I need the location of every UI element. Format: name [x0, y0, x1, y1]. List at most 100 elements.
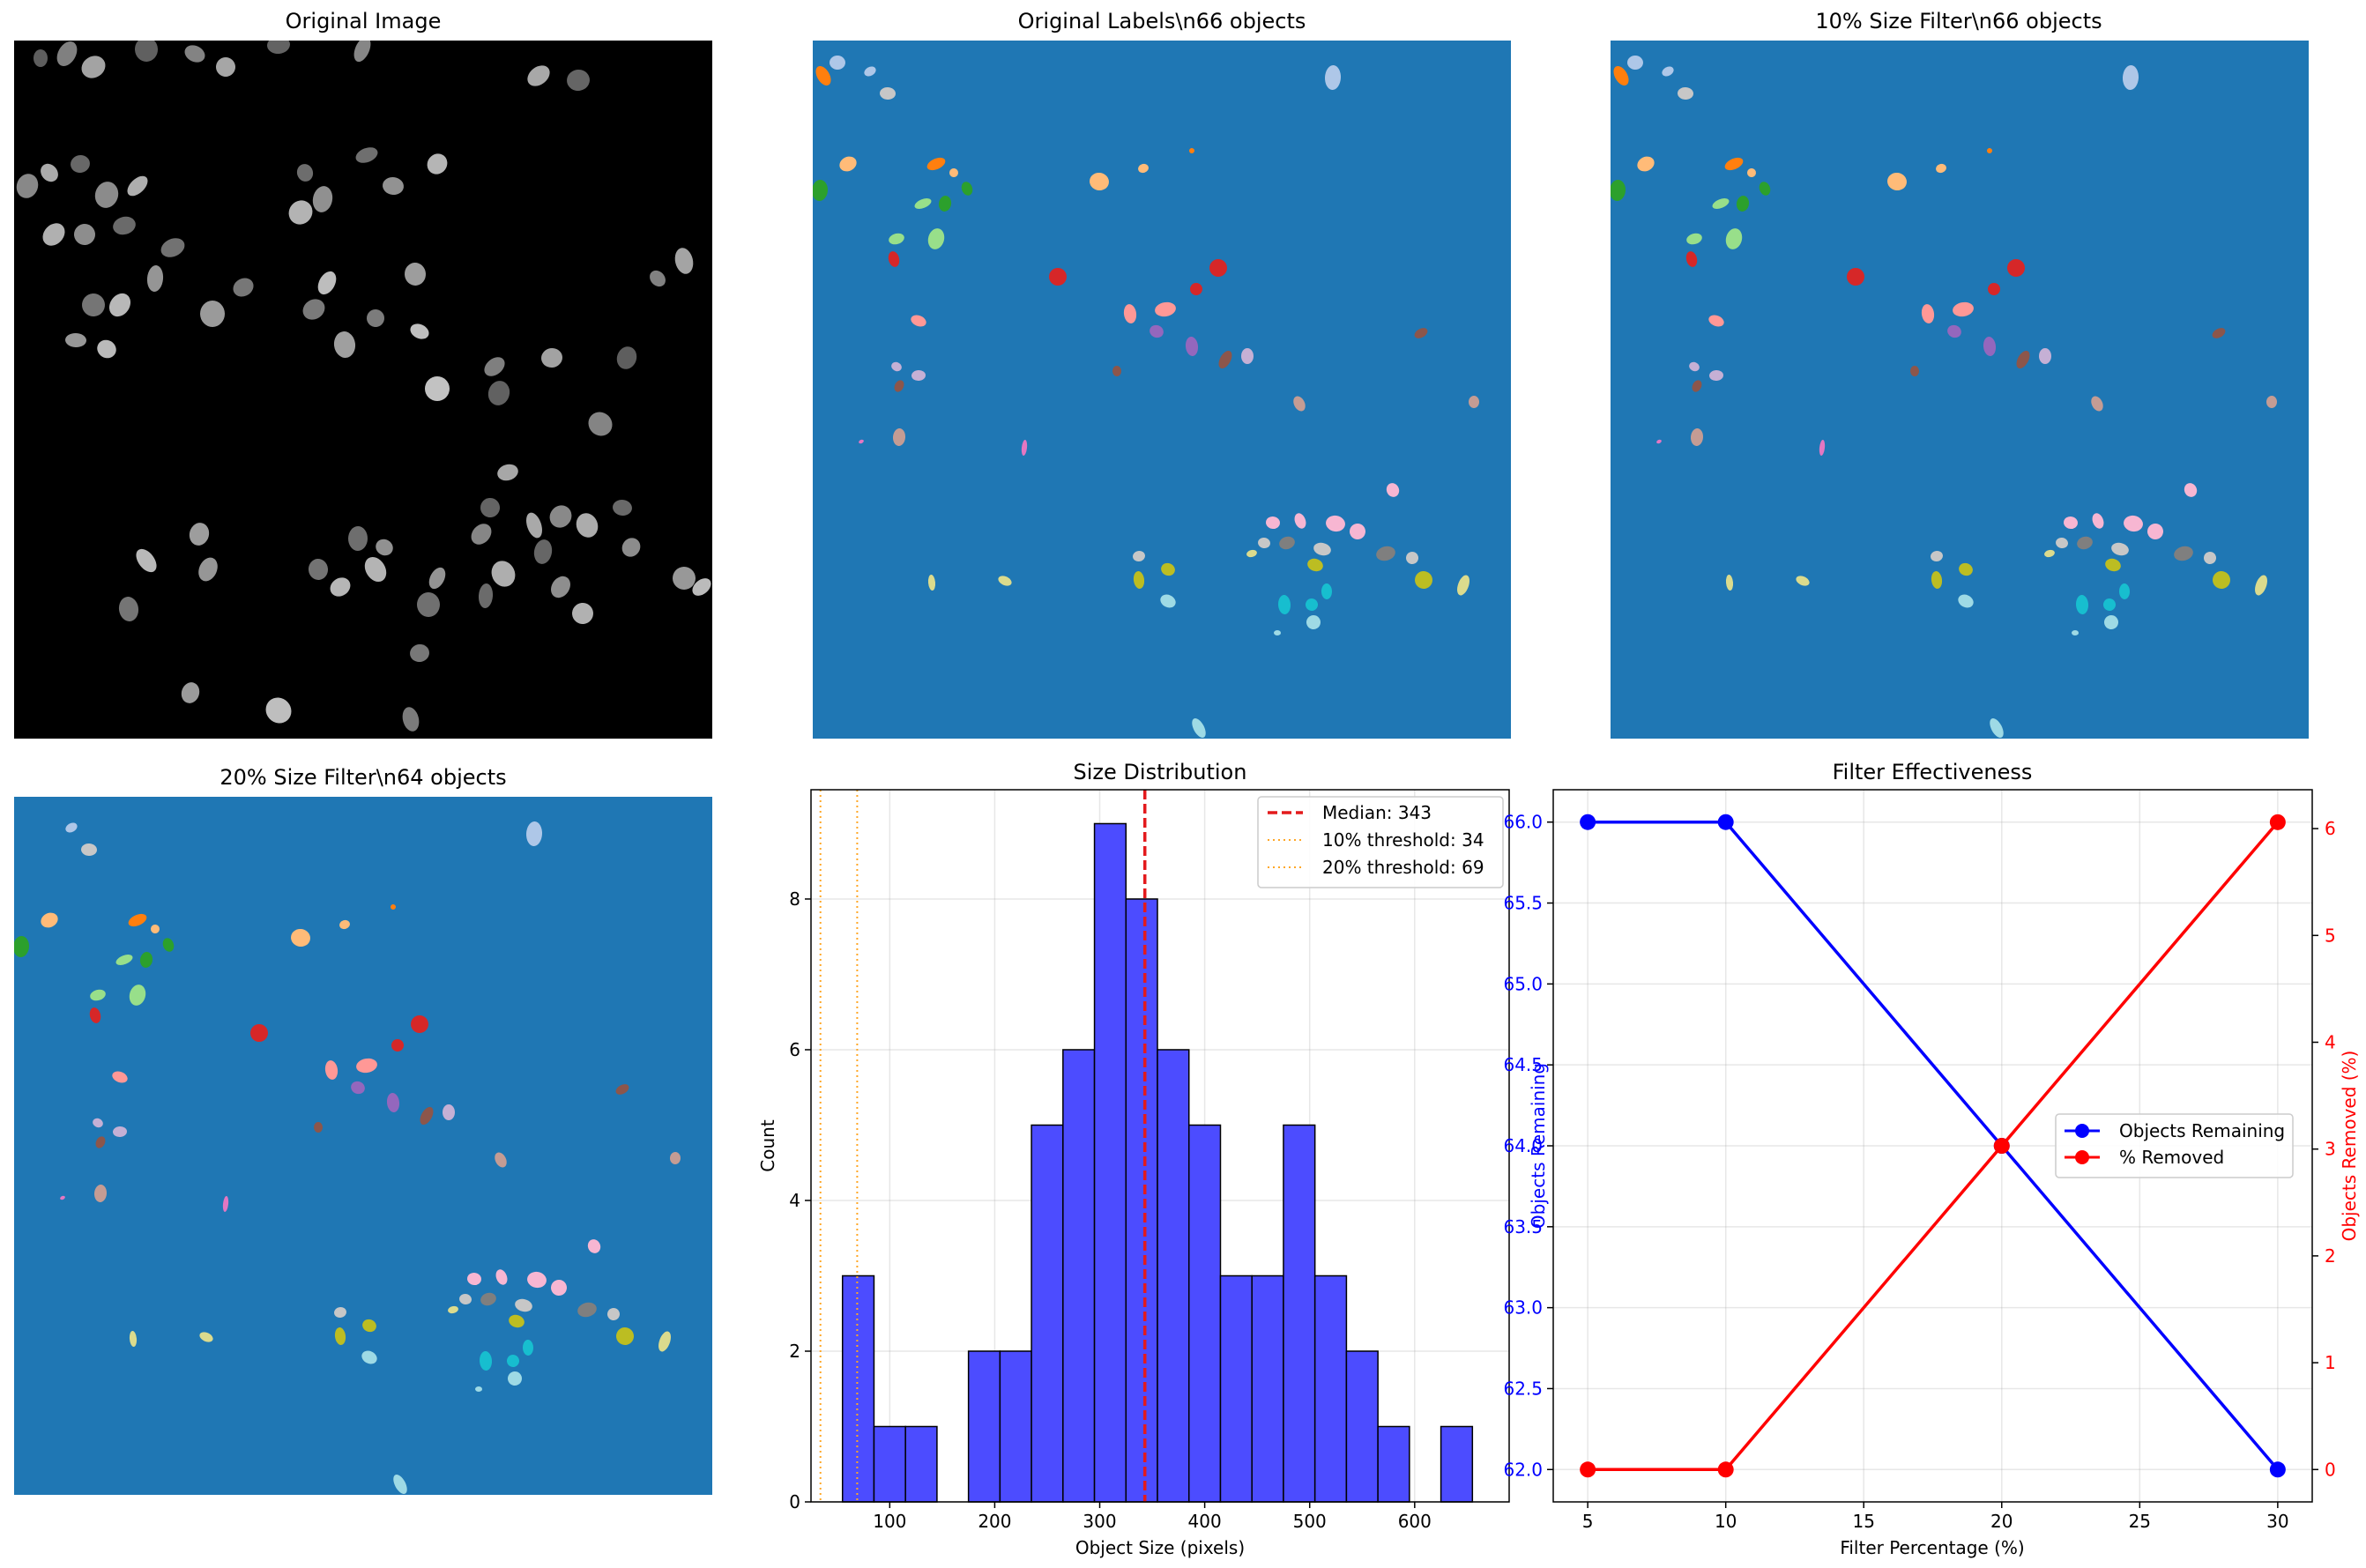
legend-10-label: 10% threshold: 34: [1322, 829, 1484, 851]
nucleus: [613, 499, 632, 516]
label-blob: [411, 1015, 428, 1033]
nucleus: [364, 556, 387, 583]
label-blob: [1909, 366, 1920, 376]
label-blob: [1161, 562, 1175, 576]
label-blob: [2075, 595, 2089, 614]
label-blob: [1190, 283, 1202, 295]
label-blob: [1324, 65, 1342, 90]
nucleus: [216, 57, 235, 77]
label-blob: [1123, 304, 1137, 323]
hist-ylabel: Count: [757, 1119, 778, 1172]
label-blob: [2105, 558, 2121, 572]
hist-bar: [1313, 1274, 1348, 1503]
nucleus: [355, 147, 378, 163]
hist-ytick-label: 2: [789, 1341, 800, 1362]
label-blob: [1931, 550, 1943, 562]
label-blob: [1627, 55, 1643, 71]
label-blob: [2077, 536, 2093, 550]
nucleus: [42, 223, 65, 246]
nucleus: [317, 271, 337, 295]
label-blob: [1138, 163, 1149, 174]
nucleus: [525, 512, 543, 539]
label-blob: [2104, 615, 2118, 629]
label-blob: [1185, 337, 1199, 356]
hist-title: Size Distribution: [1074, 760, 1247, 784]
label-blob: [324, 1060, 339, 1080]
label-blob: [93, 1185, 108, 1202]
label-blob: [1936, 163, 1946, 174]
nucleus: [497, 464, 518, 481]
label-blob: [522, 1340, 534, 1356]
label-blob: [1293, 396, 1306, 412]
nucleus: [97, 339, 116, 359]
label-blob: [2103, 598, 2116, 611]
label-blob: [926, 157, 946, 171]
label-blob: [2174, 546, 2193, 561]
nucleus: [425, 376, 450, 401]
nucleus: [347, 526, 368, 551]
legend-median-label: Median: 343: [1322, 802, 1432, 823]
label-blob: [351, 1081, 365, 1095]
label-blob: [1192, 718, 1206, 738]
label-blob: [151, 925, 160, 933]
label-blob: [577, 1302, 597, 1318]
label-blob: [1959, 562, 1973, 576]
label-blob: [1921, 304, 1935, 323]
label-blob: [927, 228, 945, 249]
label-blob: [1313, 542, 1331, 556]
nucleus: [383, 176, 404, 196]
label-blob: [911, 315, 926, 327]
label-blob: [1685, 251, 1698, 267]
hist-ytick-label: 6: [789, 1039, 800, 1060]
label-blob: [1306, 615, 1321, 629]
label-blob: [313, 1122, 324, 1133]
label-blob: [89, 1007, 101, 1023]
nucleus: [428, 567, 446, 590]
label-blob: [1958, 594, 1974, 608]
label-blob: [95, 1136, 106, 1148]
label-blob: [815, 66, 831, 85]
label-blob: [41, 912, 58, 928]
label-blob: [291, 928, 310, 947]
label-blob: [222, 1196, 229, 1212]
label-blob: [1021, 440, 1028, 456]
label-blob: [1887, 172, 1907, 191]
label-blob: [2111, 542, 2129, 556]
label-blob: [356, 1058, 377, 1074]
label-blob: [616, 1327, 634, 1345]
hist-bar: [1219, 1274, 1253, 1503]
nucleus: [146, 265, 164, 292]
label-blob: [839, 156, 857, 172]
label-blob: [362, 1319, 376, 1333]
label-blob: [508, 1371, 522, 1386]
nucleus: [181, 682, 200, 703]
label-blob: [495, 1269, 508, 1285]
label-blob: [914, 198, 932, 209]
label-blob: [2124, 515, 2143, 532]
label-blob: [393, 1475, 407, 1494]
nucleus: [572, 603, 593, 624]
label-blob: [60, 1195, 65, 1200]
label-blob: [1376, 546, 1395, 561]
hist-xlabel: Object Size (pixels): [1075, 1537, 1245, 1558]
label-blob: [1415, 571, 1432, 589]
label-blob: [420, 1106, 434, 1126]
nucleus: [296, 164, 314, 182]
label-blob: [961, 182, 973, 196]
label-blob: [864, 66, 876, 77]
label-blob: [1725, 575, 1734, 591]
hist-bar: [1188, 1124, 1222, 1503]
label-blob: [1708, 315, 1724, 327]
nuclei-layer: [16, 41, 711, 732]
nucleus: [189, 523, 210, 546]
label-blob: [1931, 571, 1943, 589]
label-blob: [339, 919, 350, 930]
label-blob: [361, 1350, 377, 1364]
label-blob: [1406, 552, 1418, 564]
hist-bar: [967, 1350, 1001, 1503]
nucleus: [160, 238, 185, 257]
label-blob: [2118, 583, 2131, 599]
nucleus: [527, 65, 550, 86]
nucleus: [265, 697, 292, 724]
nucleus: [674, 248, 694, 274]
